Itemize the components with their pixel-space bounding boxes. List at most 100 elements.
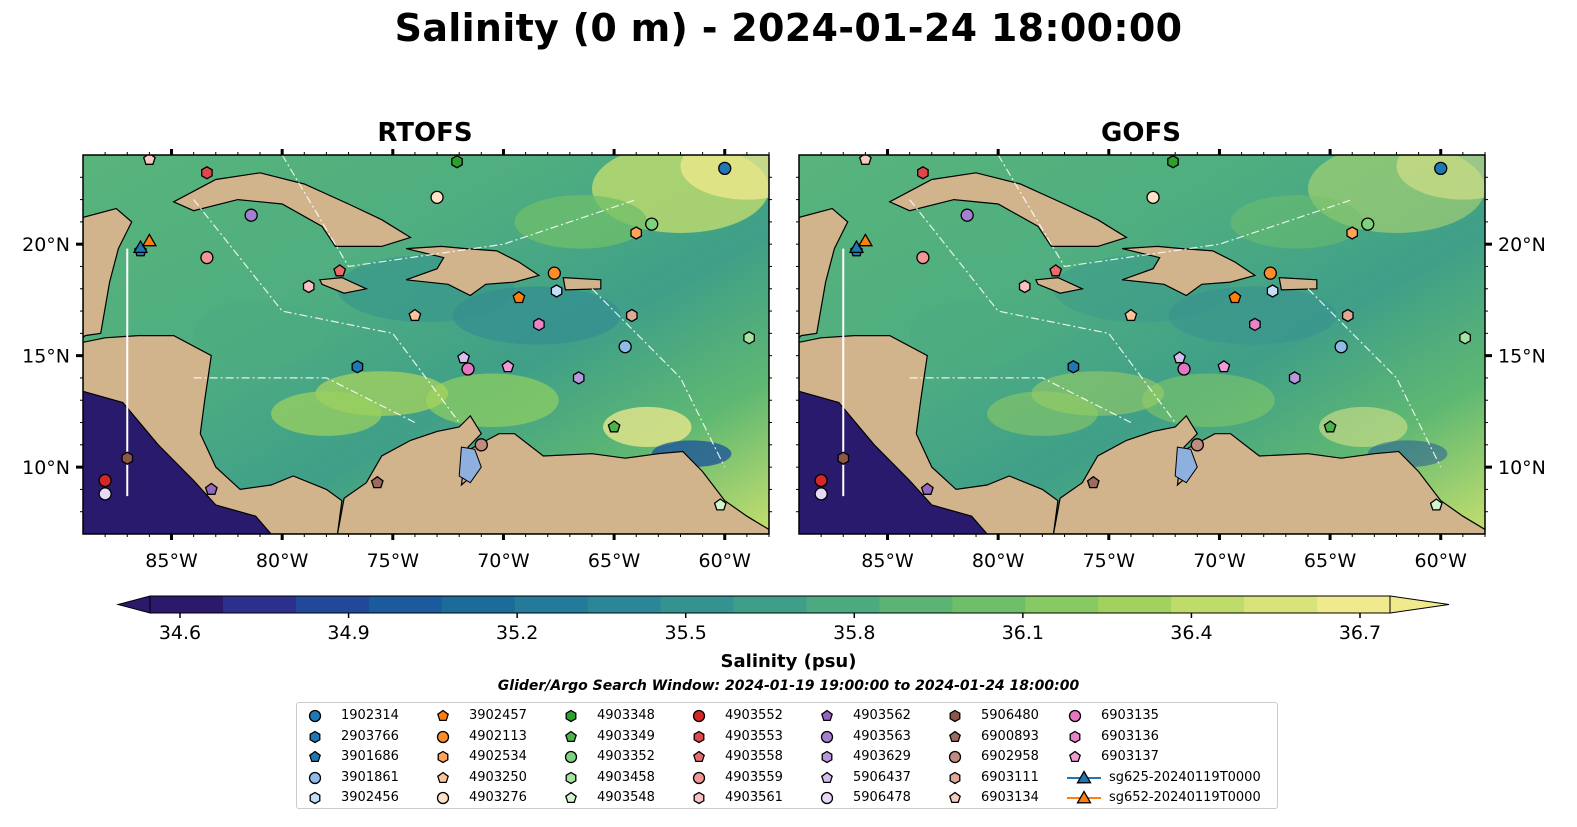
float-5906437 bbox=[457, 351, 471, 364]
salinity-patch bbox=[514, 195, 648, 249]
float-4903348 bbox=[1167, 155, 1179, 169]
float-4903561 bbox=[302, 279, 315, 294]
maps-and-colorbar: 85°W 80°W 75°W 70°W 65°W 60°W 10°N 15°N 20°N 85°W… bbox=[22, 149, 1546, 644]
float-4903349 bbox=[607, 420, 621, 433]
float-6903111 bbox=[625, 308, 638, 323]
float-6900893 bbox=[370, 475, 384, 489]
legend-marker bbox=[437, 709, 449, 722]
legend-marker bbox=[436, 791, 450, 805]
legend-label: 4903250 bbox=[469, 769, 527, 785]
legend-marker bbox=[309, 791, 321, 805]
float-4903553 bbox=[201, 166, 213, 180]
legend-marker bbox=[949, 791, 961, 804]
land-puertorico bbox=[1278, 276, 1318, 291]
panel-title-gofs: GOFS bbox=[1101, 118, 1181, 148]
map-rtofs bbox=[83, 155, 769, 534]
salinity-patch bbox=[271, 391, 382, 436]
colorbar-segment bbox=[514, 596, 589, 613]
legend-marker bbox=[693, 750, 705, 763]
float-4903276 bbox=[1146, 190, 1160, 205]
legend: 1902314 2903766 3901686 3901861 3902456 39024… bbox=[296, 702, 1278, 809]
legend-label: 6903111 bbox=[981, 769, 1039, 785]
glider-sg625-20240119T0000 bbox=[848, 239, 865, 254]
float-4903548 bbox=[1429, 498, 1443, 511]
legend-symbol bbox=[564, 750, 578, 764]
float-6903135 bbox=[461, 362, 475, 376]
float-6903137 bbox=[1217, 359, 1231, 373]
legend-symbol bbox=[949, 709, 961, 723]
x-tick-label: 60°W bbox=[1415, 550, 1468, 572]
legend-label: 4902534 bbox=[469, 749, 527, 764]
legend-marker bbox=[309, 750, 321, 763]
land-centralam bbox=[799, 335, 1059, 534]
float-4902113 bbox=[547, 266, 561, 280]
legend-symbol bbox=[565, 709, 577, 723]
legend-marker bbox=[820, 730, 834, 743]
x-tick-label: 60°W bbox=[699, 550, 752, 572]
chart-title: Salinity (0 m) - 2024-01-24 18:00:00 bbox=[394, 6, 1183, 50]
land-southam bbox=[1052, 414, 1485, 534]
legend-label: sg625-20240119T0000 bbox=[1109, 769, 1261, 785]
legend-label: 6903134 bbox=[981, 790, 1039, 805]
legend-marker bbox=[949, 709, 961, 723]
float-4903458 bbox=[1459, 331, 1471, 345]
legend-symbol bbox=[565, 791, 577, 804]
legend-symbol bbox=[309, 791, 321, 805]
float-4903352 bbox=[1361, 217, 1375, 231]
legend-symbol bbox=[565, 771, 577, 784]
legend-marker bbox=[565, 771, 577, 784]
float-4902113 bbox=[1263, 266, 1277, 280]
legend-marker bbox=[564, 750, 578, 764]
salinity-patch bbox=[1396, 155, 1485, 200]
colorbar-segment bbox=[150, 596, 224, 613]
float-3902456 bbox=[550, 284, 563, 298]
pacific-ocean bbox=[83, 391, 272, 534]
legend-symbol bbox=[437, 709, 449, 722]
legend-marker bbox=[308, 771, 322, 784]
x-tick-label: 65°W bbox=[1304, 550, 1357, 572]
legend-symbol bbox=[821, 750, 833, 764]
legend-label: 4903553 bbox=[725, 728, 783, 744]
legend-symbol bbox=[1076, 769, 1092, 783]
salinity-patch bbox=[603, 406, 692, 448]
legend-label: 4903561 bbox=[725, 790, 783, 805]
salinity-patch bbox=[452, 286, 621, 345]
land-cuba bbox=[888, 172, 1128, 247]
float-6903111 bbox=[1341, 308, 1354, 323]
colorbar-tick-label: 34.6 bbox=[159, 622, 201, 644]
y-tick-label: 20°N bbox=[22, 234, 70, 256]
legend-symbol bbox=[692, 709, 706, 723]
legend-label: 5906478 bbox=[853, 790, 911, 805]
salinity-patch bbox=[1168, 286, 1337, 345]
legend-marker bbox=[821, 750, 833, 764]
eez-boundary bbox=[281, 155, 637, 268]
x-tick-label: 80°W bbox=[256, 550, 309, 572]
float-6903135 bbox=[1177, 362, 1191, 376]
legend-marker bbox=[820, 791, 834, 805]
legend-label: 4903276 bbox=[469, 790, 527, 805]
float-5906480 bbox=[837, 451, 850, 465]
float-4903558 bbox=[1049, 264, 1063, 277]
y-tick-label: 15°N bbox=[1498, 346, 1546, 368]
x-tick-label: 85°W bbox=[861, 550, 914, 572]
legend-symbol bbox=[821, 771, 833, 783]
float-3901861 bbox=[1334, 340, 1348, 354]
float-6902958 bbox=[474, 438, 488, 452]
colorbar-tick-label: 35.5 bbox=[665, 622, 707, 644]
legend-label: 6902958 bbox=[981, 749, 1039, 764]
float-6903136 bbox=[533, 317, 545, 332]
colorbar-tick-label: 36.1 bbox=[1002, 622, 1044, 644]
legend-symbol bbox=[1076, 790, 1092, 804]
eez-boundary bbox=[909, 377, 1132, 424]
legend-symbol bbox=[693, 791, 705, 805]
colorbar-segment bbox=[441, 596, 516, 613]
legend-label: 4903558 bbox=[725, 749, 783, 764]
legend-label: 4903349 bbox=[597, 728, 655, 744]
salinity-patch bbox=[426, 373, 559, 427]
colorbar-frame bbox=[149, 595, 1391, 614]
float-4903563 bbox=[244, 208, 258, 222]
legend-marker bbox=[821, 709, 833, 722]
x-tick-label: 70°W bbox=[1193, 550, 1246, 572]
legend-label: 3901861 bbox=[341, 769, 399, 785]
legend-symbol bbox=[1068, 709, 1082, 723]
